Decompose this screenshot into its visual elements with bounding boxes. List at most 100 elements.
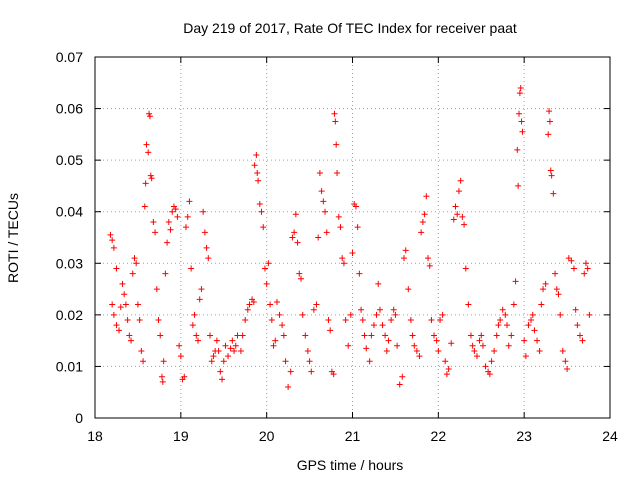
data-point: [552, 270, 559, 277]
data-point: [261, 265, 268, 272]
data-point: [363, 345, 370, 352]
data-point: [119, 280, 126, 287]
x-tick-label: 24: [602, 428, 618, 444]
data-point: [510, 301, 517, 308]
data-point: [122, 301, 129, 308]
data-point: [394, 342, 401, 349]
data-point: [581, 270, 588, 277]
data-point: [428, 317, 435, 324]
data-point: [516, 110, 523, 117]
data-point: [370, 322, 377, 329]
data-point: [488, 358, 495, 365]
data-point: [255, 177, 262, 184]
data-point: [455, 188, 462, 195]
data-point: [528, 317, 535, 324]
x-axis-label: GPS time / hours: [297, 457, 404, 473]
y-tick-label: 0.02: [56, 307, 83, 323]
data-point: [405, 286, 412, 293]
data-point: [184, 213, 191, 220]
data-point: [431, 332, 438, 339]
data-point: [310, 306, 317, 313]
data-point: [331, 110, 338, 117]
data-point: [454, 211, 461, 218]
data-point: [486, 371, 493, 378]
data-point: [347, 311, 354, 318]
data-point: [220, 358, 227, 365]
data-point: [437, 317, 444, 324]
data-point: [423, 193, 430, 200]
data-point: [508, 332, 515, 339]
data-point: [570, 265, 577, 272]
data-point: [425, 255, 432, 262]
data-point: [109, 237, 116, 244]
data-point: [478, 332, 485, 339]
data-point: [516, 90, 523, 97]
data-point: [435, 347, 442, 354]
data-point: [200, 208, 207, 215]
data-point: [146, 113, 153, 120]
data-point: [250, 298, 257, 305]
data-point: [217, 368, 224, 375]
data-point: [499, 306, 506, 313]
data-point: [332, 118, 339, 125]
x-tick-label: 19: [173, 428, 189, 444]
data-point: [396, 381, 403, 388]
y-tick-label: 0.05: [56, 152, 83, 168]
data-point: [337, 224, 344, 231]
data-point: [565, 255, 572, 262]
data-point: [553, 286, 560, 293]
data-point: [576, 332, 583, 339]
data-point: [215, 347, 222, 354]
data-point: [525, 322, 532, 329]
data-point: [227, 345, 234, 352]
data-point: [586, 311, 593, 318]
data-point: [181, 373, 188, 380]
data-point: [167, 226, 174, 233]
data-point: [268, 317, 275, 324]
data-point: [479, 342, 486, 349]
data-point: [140, 358, 147, 365]
data-point: [340, 260, 347, 267]
data-point: [471, 347, 478, 354]
data-point: [416, 353, 423, 360]
data-point: [157, 332, 164, 339]
data-point: [110, 244, 117, 251]
data-point: [320, 198, 327, 205]
data-point: [109, 301, 116, 308]
x-tick-label: 20: [259, 428, 275, 444]
data-point: [445, 366, 452, 373]
y-tick-labels: 0 0.01 0.02 0.03 0.04 0.05 0.06 0.07: [56, 49, 83, 426]
data-point: [256, 200, 263, 207]
data-point: [335, 213, 342, 220]
data-point: [292, 211, 299, 218]
data-point: [155, 317, 162, 324]
data-point: [443, 371, 450, 378]
chart-title: Day 219 of 2017, Rate Of TEC Index for r…: [183, 20, 517, 36]
data-point: [399, 373, 406, 380]
data-point: [244, 306, 251, 313]
data-point: [153, 286, 160, 293]
data-point: [392, 311, 399, 318]
data-point: [542, 280, 549, 287]
data-point: [550, 190, 557, 197]
y-tick-label: 0.06: [56, 101, 83, 117]
data-point: [342, 317, 349, 324]
data-point: [529, 311, 536, 318]
data-point: [421, 211, 428, 218]
data-point: [349, 249, 356, 256]
data-point: [234, 332, 241, 339]
data-point: [134, 301, 141, 308]
data-point: [308, 368, 315, 375]
data-point: [196, 296, 203, 303]
data-point: [251, 162, 258, 169]
data-point: [574, 322, 581, 329]
data-point: [409, 332, 416, 339]
data-point: [327, 327, 334, 334]
data-point: [246, 301, 253, 308]
x-tick-label: 21: [345, 428, 361, 444]
data-point: [113, 322, 120, 329]
data-point: [205, 255, 212, 262]
data-point: [439, 311, 446, 318]
data-point: [282, 358, 289, 365]
